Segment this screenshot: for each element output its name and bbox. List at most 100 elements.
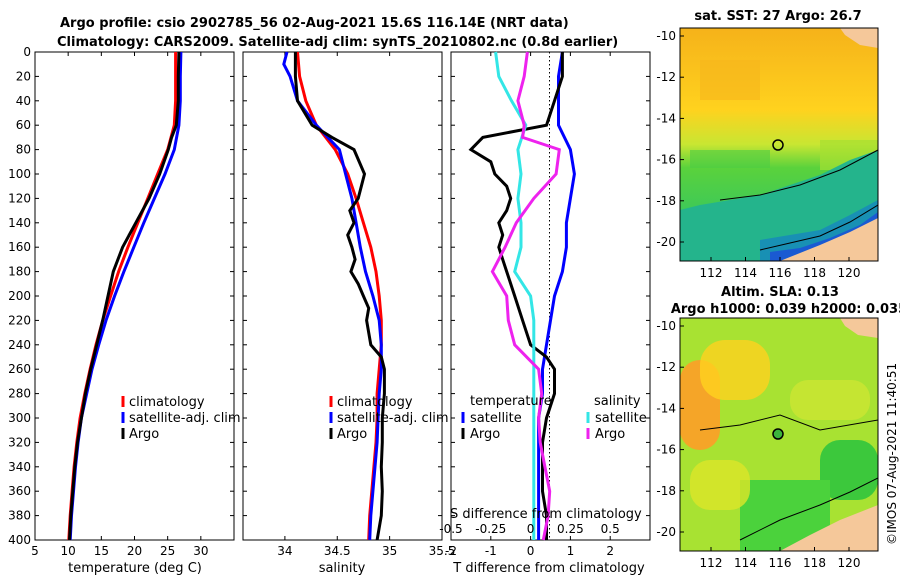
x-tick-label: 10 [61, 544, 76, 558]
depth-tick-label: 220 [8, 313, 31, 327]
x-tick-label: -2 [445, 544, 457, 558]
salinity-climatology-line [296, 51, 383, 541]
x-tick-label: 25 [160, 544, 175, 558]
figure-title-line1: Argo profile: csio 2902785_56 02-Aug-202… [60, 16, 569, 31]
sdiff-tick-labels: -0.5 -0.25 0 0.25 0.5 [439, 522, 619, 536]
salinity-argo-line [293, 52, 386, 541]
argo-float-marker [772, 139, 784, 151]
depth-tick-label: 80 [16, 143, 31, 157]
legend-label-sdiff-argo: Argo [595, 427, 625, 442]
x-tick-label: 34.5 [324, 544, 351, 558]
temperature-legend: climatology satellite-adj. clim Argo [121, 395, 241, 442]
map-lon-label: 112 [700, 556, 723, 570]
legend-title-temperature: temperature [470, 394, 552, 409]
x-tick-label: -1 [485, 544, 497, 558]
depth-tick-label: 300 [8, 411, 31, 425]
depth-tick-label: 360 [8, 484, 31, 498]
map-lat-label: -16 [656, 443, 676, 457]
x-tick-label: 2 [606, 544, 614, 558]
temperature-axes [34, 51, 235, 541]
legend-label-tdiff-satellite: satellite [470, 411, 522, 426]
salinity-satellite-line [282, 51, 383, 541]
legend-label-argo: Argo [337, 427, 367, 442]
difference-axes [450, 51, 651, 541]
sla-map-lat-ticks: -10 -12 -14 -16 -18 -20 [656, 319, 684, 539]
depth-tick-label: 20 [16, 69, 31, 83]
figure-title-line2: Climatology: CARS2009. Satellite-adj cli… [57, 35, 618, 50]
legend-title-salinity: salinity [594, 394, 641, 409]
sla-map-frame [679, 317, 879, 552]
legend-label-tdiff-argo: Argo [470, 427, 500, 442]
sla-map-lon-ticks: 112 114 116 118 120 [700, 547, 861, 570]
depth-axis-ticks: 0 20 40 60 80 100 120 140 160 180 200 220 240 260 280 3… [8, 45, 650, 547]
legend-label-satellite: satellite-adj. clim [337, 411, 449, 426]
map-lon-label: 118 [803, 556, 826, 570]
depth-tick-label: 180 [8, 265, 31, 279]
depth-tick-label: 260 [8, 362, 31, 376]
map-lat-label: -20 [656, 525, 676, 539]
depth-tick-label: 100 [8, 167, 31, 181]
profile-series [67, 51, 576, 541]
depth-tick-label: 40 [16, 94, 31, 108]
map-lon-label: 120 [838, 556, 861, 570]
map-lon-label: 116 [769, 556, 792, 570]
depth-tick-label: 200 [8, 289, 31, 303]
depth-tick-label: 320 [8, 435, 31, 449]
sst-map-lat-ticks: -10 -12 -14 -16 -18 -20 [656, 29, 684, 249]
x-tick-label: 20 [127, 544, 142, 558]
sdiff-tick-label: -0.25 [475, 522, 506, 536]
tdiff-argo-line [468, 52, 564, 540]
sdiff-axis-label: S difference from climatology [450, 507, 642, 522]
map-lat-label: -14 [656, 111, 676, 125]
legend-label-climatology: climatology [129, 395, 205, 410]
depth-tick-label: 400 [8, 533, 31, 547]
x-tick-label: 35.5 [429, 544, 456, 558]
x-tick-label: 0 [527, 544, 535, 558]
tdiff-satellite-line [537, 51, 576, 540]
map-lat-label: -16 [656, 153, 676, 167]
map-lon-label: 112 [700, 266, 723, 280]
argo-float-marker [772, 428, 784, 440]
legend-label-sdiff-satellite: satellite [595, 411, 647, 426]
sdiff-tick-label: -0.5 [439, 522, 462, 536]
map-lon-label: 116 [769, 266, 792, 280]
legend-label-argo: Argo [129, 427, 159, 442]
sdiff-tick-label: 0.25 [557, 522, 584, 536]
depth-tick-label: 60 [16, 118, 31, 132]
map-lat-label: -12 [656, 70, 676, 84]
depth-tick-label: 340 [8, 460, 31, 474]
x-tick-label: 35 [382, 544, 397, 558]
difference-legend: temperature salinity satellite Argo sate… [461, 394, 647, 442]
depth-tick-label: 120 [8, 191, 31, 205]
map-lon-label: 114 [734, 556, 757, 570]
sdiff-argo-line [490, 51, 561, 541]
map-lon-label: 120 [838, 266, 861, 280]
x-tick-label: 1 [567, 544, 575, 558]
map-lat-label: -14 [656, 401, 676, 415]
x-tick-label: 34 [277, 544, 292, 558]
temperature-argo-line [68, 51, 181, 541]
map-lat-label: -18 [656, 194, 676, 208]
depth-tick-label: 160 [8, 240, 31, 254]
salinity-legend: climatology satellite-adj. clim Argo [329, 395, 449, 442]
sst-map-lon-ticks: 112 114 116 118 120 [700, 257, 861, 280]
copyright-stamp: ©IMOS 07-Aug-2021 11:40:51 [885, 363, 899, 545]
legend-label-satellite: satellite-adj. clim [129, 411, 241, 426]
salinity-axes [242, 51, 443, 541]
depth-tick-label: 0 [23, 45, 31, 59]
legend-label-climatology: climatology [337, 395, 413, 410]
map-lat-label: -18 [656, 484, 676, 498]
map-lat-label: -10 [656, 29, 676, 43]
temperature-satellite-line [68, 51, 183, 541]
sst-map [680, 28, 878, 261]
temperature-axis-label: temperature (deg C) [68, 561, 202, 576]
depth-tick-label: 240 [8, 338, 31, 352]
map-lon-label: 118 [803, 266, 826, 280]
map-lat-label: -20 [656, 235, 676, 249]
map-lat-label: -10 [656, 319, 676, 333]
depth-tick-label: 380 [8, 509, 31, 523]
temperature-climatology-line [67, 52, 178, 541]
map-lon-label: 114 [734, 266, 757, 280]
sst-map-title: sat. SST: 27 Argo: 26.7 [694, 9, 861, 24]
tdiff-axis-label: T difference from climatology [452, 561, 645, 576]
